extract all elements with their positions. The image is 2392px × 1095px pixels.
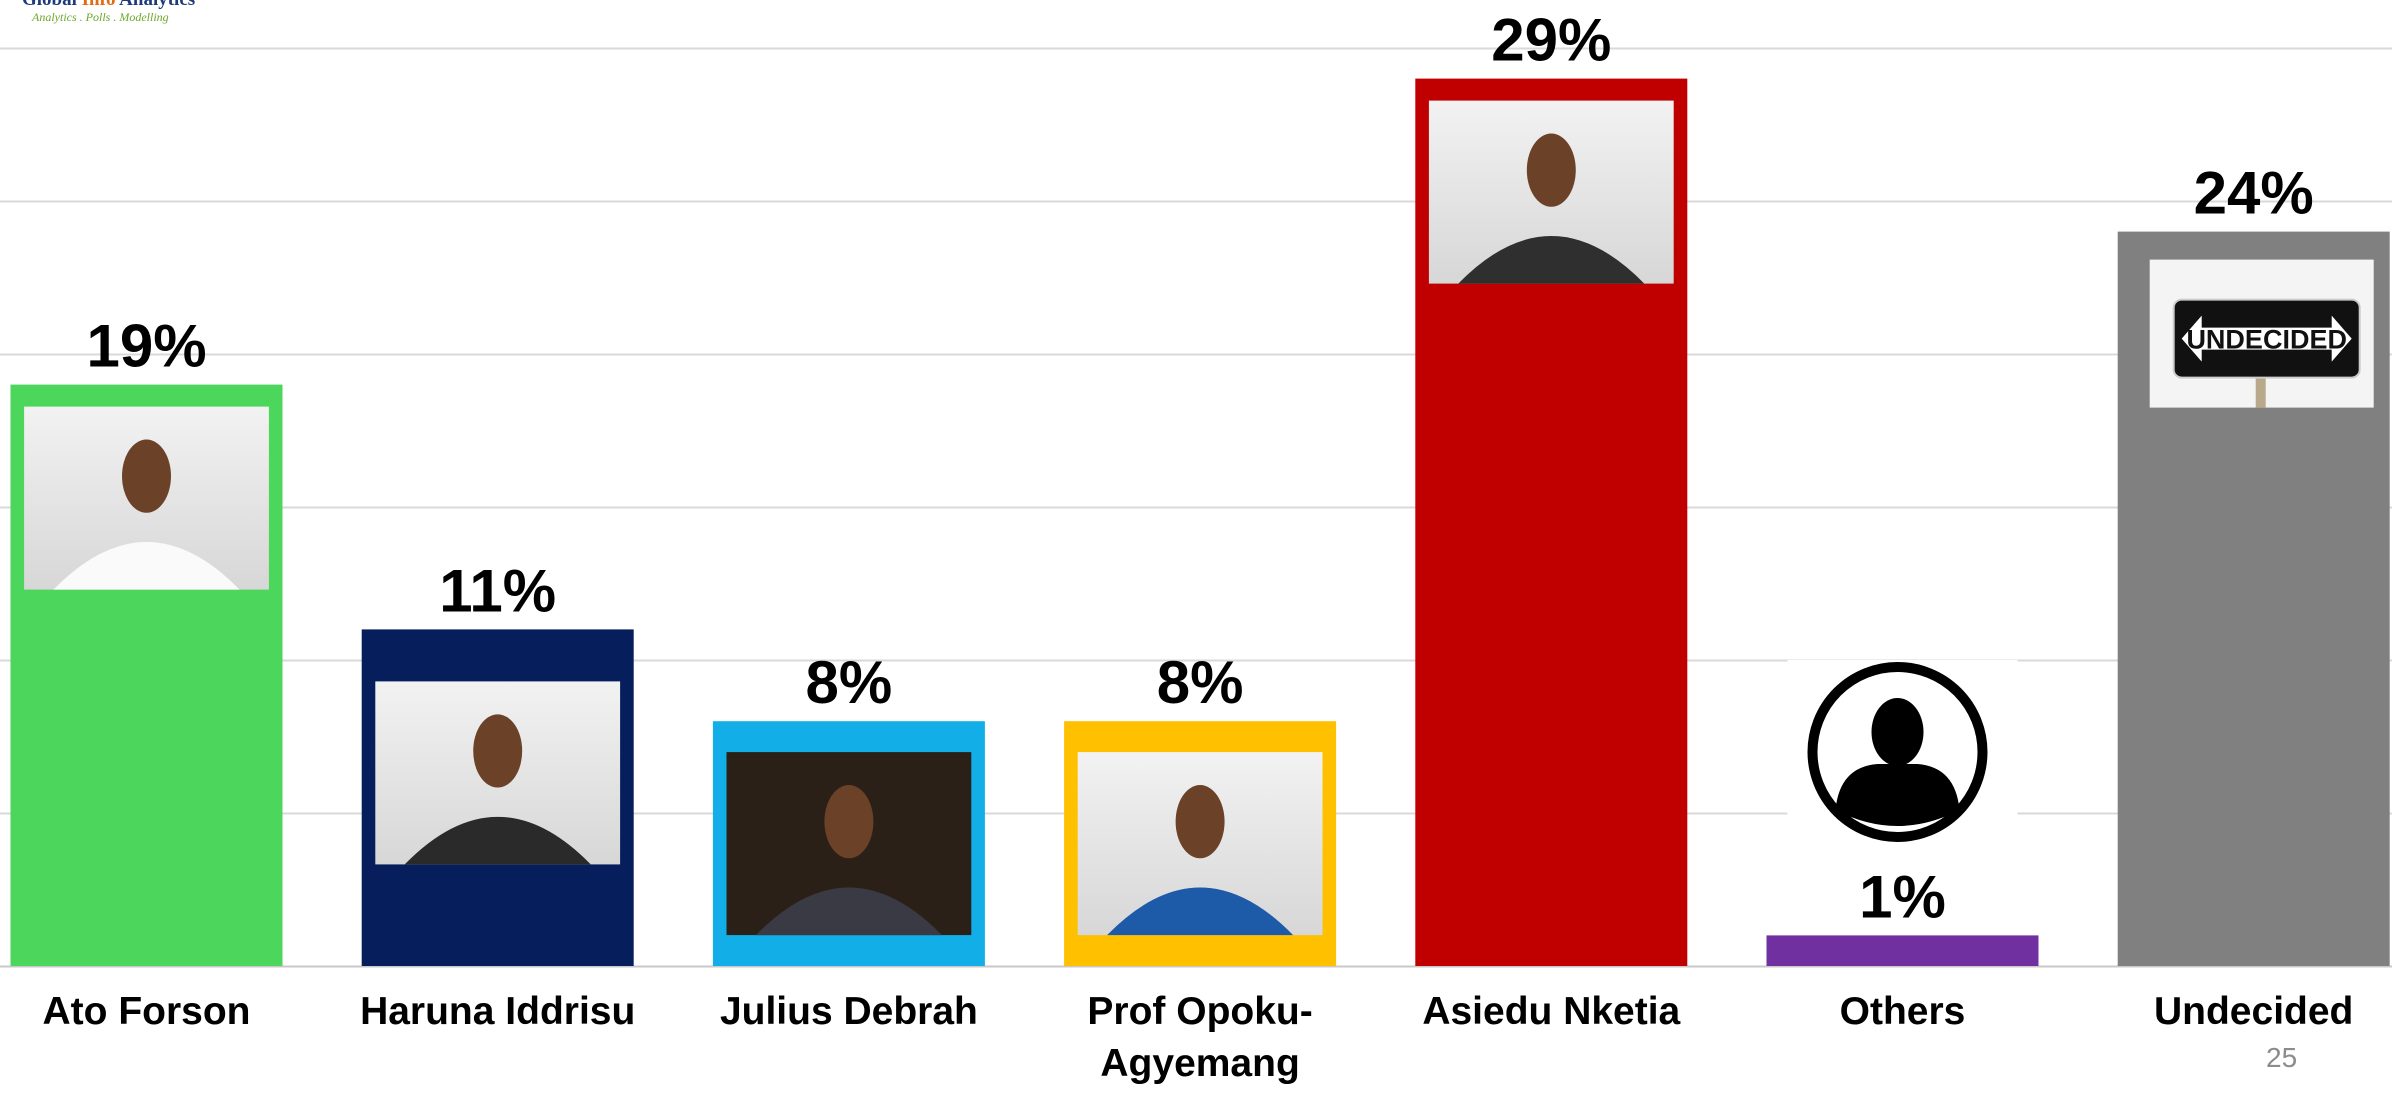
logo-name-accent: Info	[82, 0, 116, 10]
category-label: Haruna Iddrisu	[360, 990, 635, 1033]
data-label: 8%	[1157, 649, 1244, 716]
logo-name: Global	[22, 0, 82, 10]
candidate-photo	[1428, 100, 1674, 284]
bar	[1766, 935, 2039, 966]
data-label: 19%	[86, 313, 206, 380]
candidate-photo	[24, 406, 269, 590]
person-silhouette-icon	[1787, 660, 2018, 860]
data-label: 29%	[1491, 7, 1611, 74]
category-label: Ato Forson	[43, 990, 251, 1033]
sign-text: UNDECIDED	[2186, 325, 2347, 355]
candidate-photo	[726, 752, 972, 936]
data-label: 11%	[439, 557, 556, 624]
brand-logo: Global Info Analytics Analytics . Polls …	[22, 0, 195, 23]
category-label: Others	[1840, 990, 1966, 1033]
candidate-photo	[1077, 752, 1323, 936]
data-label: 24%	[2194, 160, 2314, 227]
category-label: Undecided	[2154, 990, 2353, 1033]
category-label: Agyemang	[1100, 1042, 1299, 1085]
logo-tagline: Analytics . Polls . Modelling	[32, 10, 169, 24]
page-number: 25	[2266, 1042, 2298, 1073]
category-label: Asiedu Nketia	[1422, 990, 1680, 1033]
category-label: Prof Opoku-	[1087, 990, 1312, 1033]
category-label: Julius Debrah	[720, 990, 978, 1033]
data-label: 8%	[806, 649, 893, 716]
logo-name-end: Analytics	[115, 0, 195, 10]
data-label: 1%	[1859, 863, 1946, 930]
undecided-sign: UNDECIDED	[2149, 259, 2374, 408]
candidate-photo	[375, 681, 621, 865]
